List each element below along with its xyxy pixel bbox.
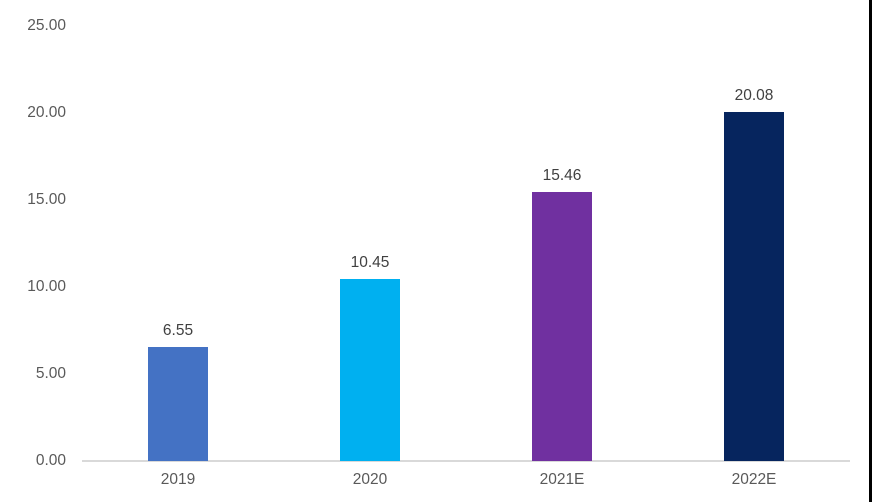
y-tick-label: 25.00 <box>27 17 66 34</box>
bar-2020 <box>340 279 400 461</box>
x-category-label-2020: 2020 <box>352 471 388 488</box>
x-category-label-2022E: 2022E <box>731 471 777 488</box>
bar-2022E <box>724 111 784 461</box>
x-category-label-2021E: 2021E <box>539 471 585 488</box>
y-tick-label: 0.00 <box>35 452 66 469</box>
right-edge-divider <box>869 0 872 502</box>
y-tick-label: 10.00 <box>27 278 66 295</box>
bar-2021E <box>532 192 592 461</box>
x-category-label-2019: 2019 <box>160 471 196 488</box>
bar-value-label-2021E: 15.46 <box>542 167 582 184</box>
bar-2019 <box>148 347 208 461</box>
y-tick-label: 20.00 <box>27 104 66 121</box>
bar-value-label-2020: 10.45 <box>350 254 390 272</box>
bar-value-label-2019: 6.55 <box>162 322 194 340</box>
y-tick-label: 15.00 <box>27 191 66 208</box>
bar-value-label-2022E: 20.08 <box>734 86 774 104</box>
x-axis-line <box>82 460 850 462</box>
y-tick-label: 5.00 <box>35 365 66 382</box>
bars-area: 6.55 10.45 15.46 20.08 <box>82 26 850 461</box>
